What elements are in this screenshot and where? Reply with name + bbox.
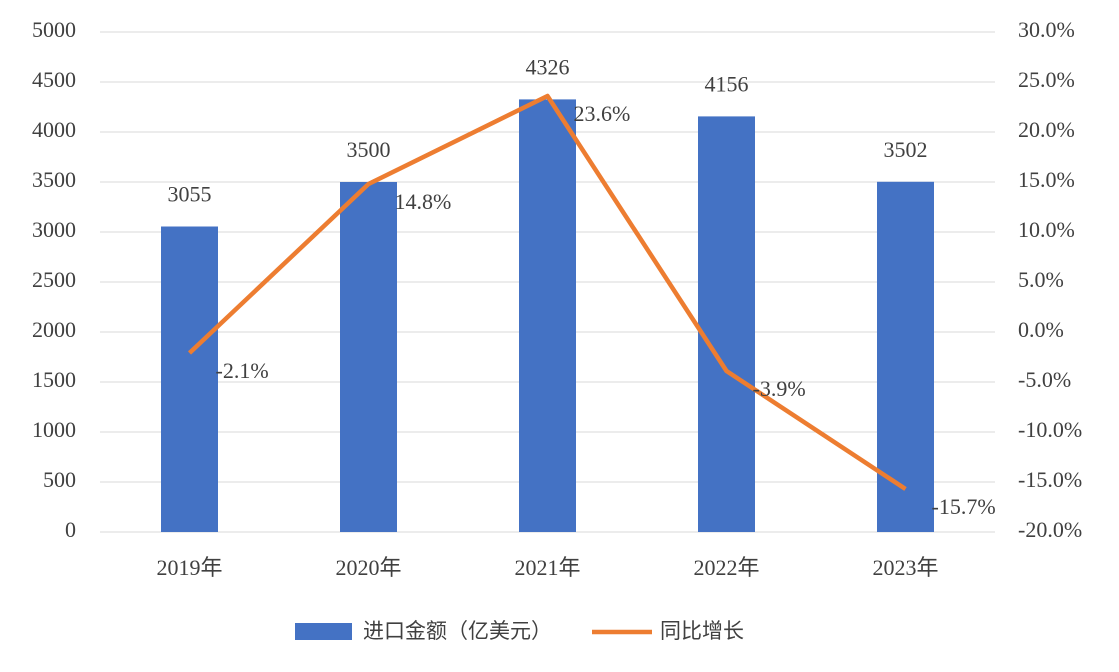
bar-value-label: 4326 — [526, 54, 570, 79]
y-tick-label: 3500 — [32, 167, 76, 192]
x-tick-label: 2020年 — [335, 555, 401, 580]
y-tick-label: 1000 — [32, 417, 76, 442]
bar-value-label: 4156 — [705, 71, 749, 96]
x-tick-label: 2023年 — [872, 555, 938, 580]
y-tick-label: 4000 — [32, 117, 76, 142]
y2-tick-label: -10.0% — [1018, 417, 1082, 442]
legend-label: 进口金额（亿美元） — [363, 619, 552, 643]
y2-tick-label: -5.0% — [1018, 367, 1071, 392]
legend-label: 同比增长 — [660, 619, 744, 643]
line-value-label: 14.8% — [395, 189, 452, 214]
y2-tick-label: 30.0% — [1018, 17, 1075, 42]
bar — [698, 116, 755, 533]
bar — [161, 226, 218, 532]
x-tick-label: 2021年 — [514, 555, 580, 580]
y2-tick-label: 0.0% — [1018, 317, 1064, 342]
bar-value-label: 3500 — [347, 137, 391, 162]
y2-tick-label: -15.0% — [1018, 467, 1082, 492]
y-tick-label: 4500 — [32, 67, 76, 92]
line-value-label: -2.1% — [216, 358, 269, 383]
y-tick-label: 3000 — [32, 217, 76, 242]
y2-tick-label: 25.0% — [1018, 67, 1075, 92]
y2-tick-label: 15.0% — [1018, 167, 1075, 192]
y-tick-label: 500 — [43, 467, 76, 492]
bar — [877, 181, 934, 533]
legend-swatch — [295, 623, 352, 640]
y2-tick-label: -20.0% — [1018, 517, 1082, 542]
y-tick-label: 2500 — [32, 267, 76, 292]
line-series — [187, 93, 907, 491]
y-tick-label: 1500 — [32, 367, 76, 392]
bar-value-label: 3502 — [884, 137, 928, 162]
y2-tick-label: 10.0% — [1018, 217, 1075, 242]
bar — [519, 99, 576, 533]
y2-tick-label: 5.0% — [1018, 267, 1064, 292]
bar — [340, 182, 397, 532]
bar-value-label: 3055 — [168, 182, 212, 207]
line-value-label: 23.6% — [574, 101, 631, 126]
y2-tick-label: 20.0% — [1018, 117, 1075, 142]
y-tick-label: 2000 — [32, 317, 76, 342]
line-value-label: -15.7% — [932, 494, 996, 519]
y-tick-label: 0 — [65, 517, 76, 542]
line-value-label: -3.9% — [753, 376, 806, 401]
x-tick-label: 2022年 — [693, 555, 759, 580]
y-tick-label: 5000 — [32, 17, 76, 42]
x-tick-label: 2019年 — [156, 555, 222, 580]
